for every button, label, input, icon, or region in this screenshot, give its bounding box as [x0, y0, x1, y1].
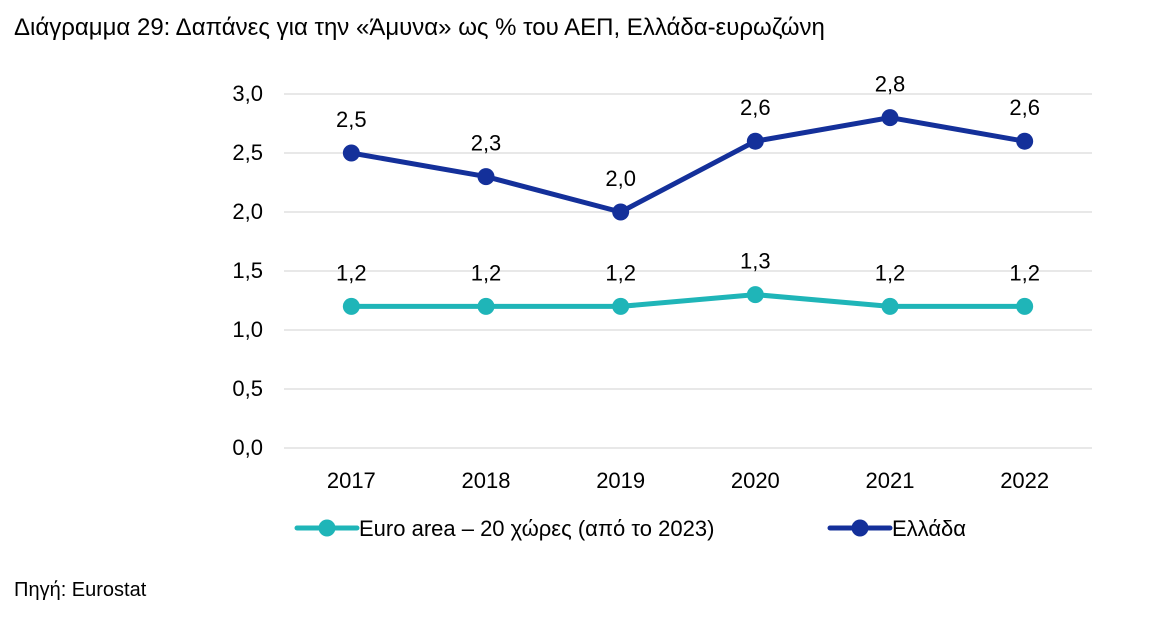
data-label: 1,2	[336, 260, 367, 285]
data-label: 2,6	[1009, 95, 1040, 120]
x-tick-label: 2018	[462, 468, 511, 493]
data-point	[1016, 297, 1034, 315]
y-tick-label: 2,0	[232, 199, 263, 224]
x-tick-label: 2022	[1000, 468, 1049, 493]
data-label: 1,2	[1009, 260, 1040, 285]
data-label: 1,2	[875, 260, 906, 285]
data-label: 1,2	[471, 260, 502, 285]
y-tick-label: 0,5	[232, 376, 263, 401]
series-line	[348, 115, 1028, 215]
data-label: 1,3	[740, 249, 771, 274]
y-tick-label: 0,0	[232, 435, 263, 460]
data-point	[342, 297, 360, 315]
data-point	[612, 203, 630, 221]
data-label: 2,8	[875, 72, 906, 97]
data-point	[477, 168, 495, 186]
x-tick-label: 2020	[731, 468, 780, 493]
data-label: 2,6	[740, 95, 771, 120]
data-point	[477, 297, 495, 315]
y-tick-label: 1,5	[232, 258, 263, 283]
data-label: 2,5	[336, 107, 367, 132]
gridlines	[284, 93, 1092, 449]
chart-title: Διάγραμμα 29: Δαπάνες για την «Άμυνα» ως…	[14, 14, 825, 41]
data-label: 2,3	[471, 131, 502, 156]
x-tick-label: 2019	[596, 468, 645, 493]
x-tick-label: 2021	[866, 468, 915, 493]
data-point	[746, 286, 764, 304]
data-labels: 1,2 1,2 1,2 1,3 1,2 1,2 2,5 2,3 2,0 2,6 2,8 2,6	[336, 72, 1040, 286]
legend-marker	[318, 519, 336, 537]
data-point	[612, 297, 630, 315]
legend: Euro area – 20 χώρες (από το 2023) Ελλάδα	[294, 516, 966, 541]
y-tick-label: 1,0	[232, 317, 263, 342]
data-point	[881, 297, 899, 315]
data-label: 1,2	[605, 260, 636, 285]
data-point	[746, 132, 764, 150]
y-tick-label: 3,0	[232, 81, 263, 106]
data-point	[1016, 132, 1034, 150]
x-tick-label: 2017	[327, 468, 376, 493]
legend-label: Euro area – 20 χώρες (από το 2023)	[359, 516, 714, 541]
source-note: Πηγή: Eurostat	[14, 579, 147, 601]
data-point	[881, 109, 899, 127]
data-label: 2,0	[605, 166, 636, 191]
data-point	[342, 144, 360, 162]
legend-marker	[851, 519, 869, 537]
x-axis-ticks: 2017 2018 2019 2020 2021 2022	[327, 468, 1049, 493]
legend-label: Ελλάδα	[892, 516, 966, 541]
y-tick-label: 2,5	[232, 140, 263, 165]
series-line	[348, 292, 1028, 309]
y-axis-ticks: 0,0 0,5 1,0 1,5 2,0 2,5 3,0	[232, 81, 263, 460]
series-lines	[342, 109, 1034, 315]
